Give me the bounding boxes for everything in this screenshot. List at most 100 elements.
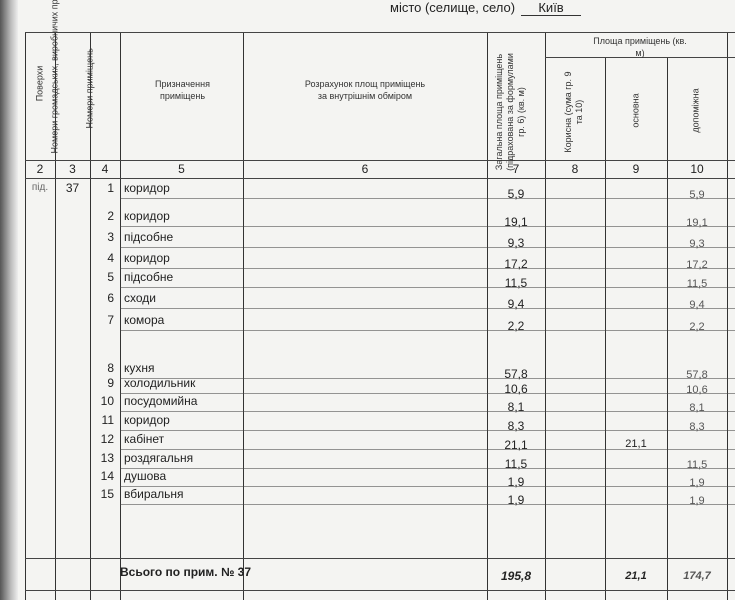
summary-total: 195,8: [500, 569, 532, 583]
room-total-area: 11,5: [504, 457, 528, 471]
room-number: 13: [100, 451, 114, 465]
summary-label: Всього по прим. № 37: [120, 565, 252, 579]
column-number: 5: [178, 162, 185, 176]
header-top-line: [25, 32, 735, 33]
col-purpose-header: Призначення приміщень: [155, 79, 210, 101]
room-number: 4: [107, 251, 114, 265]
column-number: 6: [361, 162, 369, 176]
room-aux-area: 2,2: [689, 321, 705, 333]
room-aux-area: 1,9: [689, 495, 705, 507]
room-purpose: коридор: [124, 413, 170, 427]
room-number: 15: [100, 487, 114, 501]
room-aux-area: 8,1: [689, 402, 705, 414]
room-number: 14: [100, 469, 114, 483]
room-purpose: коридор: [124, 181, 170, 195]
room-number: 11: [101, 413, 114, 427]
column-number: 7: [512, 162, 520, 176]
room-purpose: кабінет: [124, 432, 165, 446]
room-aux-area: 57,8: [686, 369, 708, 381]
col-useful-header: Корисна (сума гр. 9 та 10): [563, 71, 584, 153]
room-total-area: 57,8: [504, 367, 528, 381]
room-number: 8: [107, 361, 114, 375]
room-number: 2: [107, 209, 114, 223]
row-line: [120, 411, 735, 412]
row-line: [120, 486, 735, 487]
room-purpose: холодильник: [124, 376, 196, 390]
header-bottom-line: [25, 160, 735, 161]
column-number: 10: [690, 162, 704, 176]
room-number: 10: [100, 394, 114, 408]
room-number: 3: [107, 230, 114, 244]
room-aux-area: 1,9: [689, 477, 705, 489]
col-aux-header: допоміжна: [690, 88, 701, 133]
room-total-area: 9,3: [507, 236, 525, 250]
summary-main: 21,1: [625, 570, 647, 582]
column-divider: [55, 32, 56, 600]
column-number: 4: [101, 162, 109, 176]
column-divider: [243, 32, 244, 600]
room-purpose: кухня: [124, 361, 155, 375]
room-purpose: вбиральня: [124, 487, 184, 501]
col-floor-header: Поверхи: [34, 65, 45, 102]
col-premises-header: Номери громадських, виробничих приміщень: [49, 0, 60, 154]
column-number: 8: [571, 162, 579, 176]
row-line: [120, 378, 735, 379]
row-line: [120, 268, 735, 269]
column-number: 9: [632, 162, 640, 176]
room-number: 12: [100, 432, 114, 446]
room-total-area: 8,3: [507, 419, 525, 433]
column-divider: [727, 32, 728, 600]
col-area-group-header: Площа приміщень (кв. м): [593, 36, 687, 58]
premises-number: 37: [65, 181, 80, 195]
room-total-area: 2,2: [507, 319, 525, 333]
room-purpose: комора: [124, 313, 165, 327]
row-line: [120, 308, 735, 309]
col-total-header: Загальна площа приміщень (підрахована за…: [494, 53, 526, 171]
city-label: місто (селище, село): [390, 0, 516, 15]
room-purpose: коридор: [124, 251, 170, 265]
row-line: [120, 430, 735, 431]
room-number: 5: [107, 270, 114, 284]
room-number: 6: [107, 291, 114, 305]
room-aux-area: 8,3: [689, 421, 705, 433]
room-aux-area: 9,4: [689, 299, 705, 311]
column-number: 3: [69, 162, 76, 176]
room-total-area: 1,9: [507, 493, 525, 507]
room-aux-area: 10,6: [686, 384, 708, 396]
city-value: Київ: [521, 0, 582, 16]
room-purpose: роздягальня: [124, 451, 194, 465]
room-total-area: 10,6: [504, 382, 528, 396]
row-line: [120, 504, 735, 505]
column-divider: [487, 32, 488, 600]
room-purpose: коридор: [124, 209, 170, 223]
scan-edge: [0, 0, 18, 600]
row-line: [120, 330, 735, 331]
room-number: 9: [107, 376, 114, 390]
room-aux-area: 11,5: [686, 278, 708, 290]
room-aux-area: 9,3: [689, 238, 705, 250]
room-aux-area: 19,1: [686, 217, 708, 229]
room-total-area: 11,5: [504, 276, 528, 290]
summary-top-line: [25, 558, 735, 559]
room-total-area: 19,1: [504, 215, 528, 229]
column-divider: [545, 32, 546, 600]
room-number: 1: [107, 181, 114, 195]
col-main-header: основна: [630, 93, 641, 128]
summary-aux: 174,7: [683, 570, 711, 582]
row-line: [120, 198, 735, 199]
room-aux-area: 11,5: [686, 459, 708, 471]
room-aux-area: 17,2: [686, 259, 708, 271]
column-divider: [90, 32, 91, 600]
room-purpose: підсобне: [124, 230, 174, 244]
colnum-bottom-line: [25, 178, 735, 179]
column-divider: [605, 57, 606, 600]
room-purpose: підсобне: [124, 270, 174, 284]
row-line: [120, 468, 735, 469]
column-divider: [120, 32, 121, 600]
room-purpose: посудомийна: [124, 394, 198, 408]
col-rooms-header: Номери приміщень: [84, 48, 95, 129]
room-total-area: 21,1: [504, 438, 528, 452]
row-line: [120, 247, 735, 248]
column-number: 2: [36, 162, 44, 176]
summary-bottom-line: [25, 590, 735, 591]
